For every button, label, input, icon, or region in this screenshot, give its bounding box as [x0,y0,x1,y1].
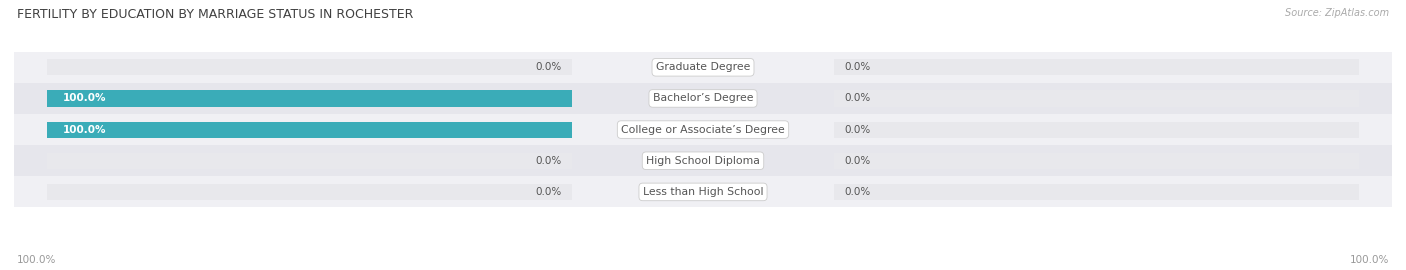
Text: 0.0%: 0.0% [844,156,870,166]
Bar [46,90,572,107]
Bar [46,153,572,169]
Bar [46,122,572,138]
Text: 0.0%: 0.0% [844,124,870,135]
Text: 0.0%: 0.0% [844,62,870,72]
Bar [14,83,1392,114]
Text: 0.0%: 0.0% [844,93,870,103]
Text: Source: ZipAtlas.com: Source: ZipAtlas.com [1285,8,1389,18]
Text: Graduate Degree: Graduate Degree [655,62,751,72]
Text: 0.0%: 0.0% [536,156,562,166]
Bar [46,122,572,138]
Text: 100.0%: 100.0% [63,93,107,103]
Bar [834,59,1360,75]
Text: 100.0%: 100.0% [63,124,107,135]
Text: FERTILITY BY EDUCATION BY MARRIAGE STATUS IN ROCHESTER: FERTILITY BY EDUCATION BY MARRIAGE STATU… [17,8,413,21]
Bar [14,52,1392,83]
Bar [46,90,572,107]
Text: Less than High School: Less than High School [643,187,763,197]
Bar [14,114,1392,145]
Text: 0.0%: 0.0% [536,187,562,197]
Bar [834,90,1360,107]
Text: College or Associate’s Degree: College or Associate’s Degree [621,124,785,135]
Bar [14,145,1392,176]
Text: High School Diploma: High School Diploma [647,156,759,166]
Text: 0.0%: 0.0% [844,187,870,197]
Bar [14,176,1392,207]
Bar [834,122,1360,138]
Text: 100.0%: 100.0% [17,255,56,265]
Text: 100.0%: 100.0% [1350,255,1389,265]
Text: 0.0%: 0.0% [536,62,562,72]
Bar [834,184,1360,200]
Text: Bachelor’s Degree: Bachelor’s Degree [652,93,754,103]
Bar [46,59,572,75]
Bar [834,153,1360,169]
Bar [46,184,572,200]
